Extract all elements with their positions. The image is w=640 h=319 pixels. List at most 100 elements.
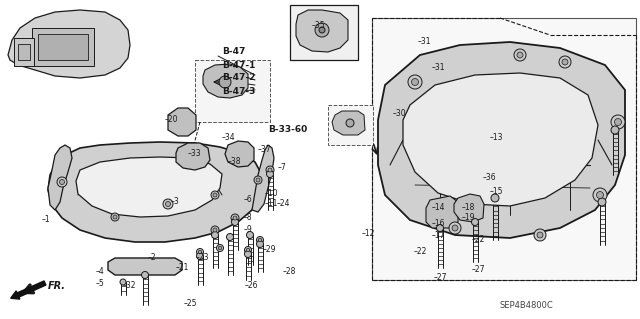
Circle shape [598, 198, 606, 206]
Circle shape [60, 180, 65, 184]
Text: B-47: B-47 [222, 48, 245, 56]
Circle shape [615, 119, 621, 125]
Circle shape [189, 152, 198, 160]
Circle shape [465, 204, 474, 212]
Circle shape [315, 23, 329, 37]
Text: –6: –6 [244, 196, 253, 204]
Circle shape [232, 219, 239, 226]
Text: –27: –27 [434, 272, 447, 281]
Text: –14: –14 [432, 204, 445, 212]
Circle shape [257, 241, 264, 248]
Bar [328, 105, 373, 145]
Circle shape [266, 166, 274, 174]
Circle shape [257, 236, 264, 243]
Text: –13: –13 [490, 133, 504, 143]
Bar [195, 60, 270, 122]
Text: –25: –25 [184, 299, 198, 308]
Text: FR.: FR. [48, 281, 66, 291]
Circle shape [213, 228, 217, 232]
Circle shape [491, 194, 499, 202]
Polygon shape [225, 141, 254, 167]
Polygon shape [76, 157, 222, 217]
Text: –38: –38 [228, 158, 241, 167]
Circle shape [319, 27, 325, 33]
Text: –4: –4 [96, 268, 105, 277]
Bar [14, 38, 34, 66]
Circle shape [537, 232, 543, 238]
Circle shape [198, 250, 202, 254]
Circle shape [246, 248, 250, 252]
Polygon shape [252, 145, 274, 212]
Polygon shape [203, 64, 248, 98]
Text: –21: –21 [176, 263, 189, 271]
Text: –35: –35 [312, 20, 326, 29]
Circle shape [562, 59, 568, 65]
Text: –15: –15 [490, 188, 504, 197]
Bar [38, 34, 88, 60]
Text: –37: –37 [258, 145, 271, 154]
Text: SEP4B4800C: SEP4B4800C [500, 300, 554, 309]
Text: –26: –26 [245, 281, 259, 291]
Text: –17: –17 [432, 231, 445, 240]
Circle shape [166, 202, 170, 206]
Circle shape [236, 150, 244, 159]
Text: –30: –30 [393, 108, 406, 117]
Polygon shape [48, 145, 72, 210]
Text: –24: –24 [277, 198, 291, 207]
Text: B-47-1: B-47-1 [222, 61, 255, 70]
Circle shape [216, 244, 223, 251]
Text: –11: –11 [265, 199, 278, 209]
Circle shape [246, 232, 253, 239]
Text: –8: –8 [244, 213, 253, 222]
Text: –33: –33 [188, 149, 202, 158]
Circle shape [211, 226, 219, 234]
Polygon shape [426, 196, 458, 228]
Circle shape [518, 53, 522, 57]
Bar [32, 28, 94, 66]
Text: –19: –19 [462, 213, 476, 222]
Polygon shape [403, 73, 598, 206]
Text: –10: –10 [265, 189, 278, 197]
Circle shape [57, 177, 67, 187]
Text: –23: –23 [196, 253, 209, 262]
Text: B-47-3: B-47-3 [222, 86, 255, 95]
Circle shape [266, 170, 273, 177]
Text: –34: –34 [222, 133, 236, 143]
Circle shape [233, 216, 237, 220]
Circle shape [231, 214, 239, 222]
Circle shape [268, 168, 272, 172]
Text: –18: –18 [462, 203, 476, 211]
Text: –22: –22 [472, 235, 485, 244]
Text: –36: –36 [483, 174, 497, 182]
Polygon shape [8, 10, 130, 78]
Circle shape [514, 49, 526, 61]
Polygon shape [108, 258, 182, 275]
Text: –27: –27 [472, 264, 486, 273]
Text: –7: –7 [278, 164, 287, 173]
Circle shape [227, 234, 234, 241]
Bar [290, 5, 358, 60]
Circle shape [219, 76, 231, 88]
Circle shape [597, 192, 603, 198]
Text: B-33-60: B-33-60 [268, 125, 307, 135]
Circle shape [611, 115, 625, 129]
Circle shape [259, 238, 262, 242]
Bar [18, 44, 30, 60]
Circle shape [412, 78, 419, 85]
Polygon shape [372, 18, 636, 280]
Circle shape [120, 279, 126, 285]
Circle shape [559, 56, 571, 68]
Text: –32: –32 [123, 281, 136, 291]
Circle shape [449, 222, 461, 234]
Text: –1: –1 [42, 216, 51, 225]
Circle shape [211, 232, 218, 239]
Polygon shape [378, 42, 625, 238]
Text: –28: –28 [283, 268, 296, 277]
Circle shape [111, 213, 119, 221]
Text: –31: –31 [418, 38, 431, 47]
Circle shape [123, 261, 133, 271]
Text: –5: –5 [96, 278, 105, 287]
Circle shape [163, 199, 173, 209]
Circle shape [218, 246, 221, 250]
Circle shape [517, 52, 523, 58]
